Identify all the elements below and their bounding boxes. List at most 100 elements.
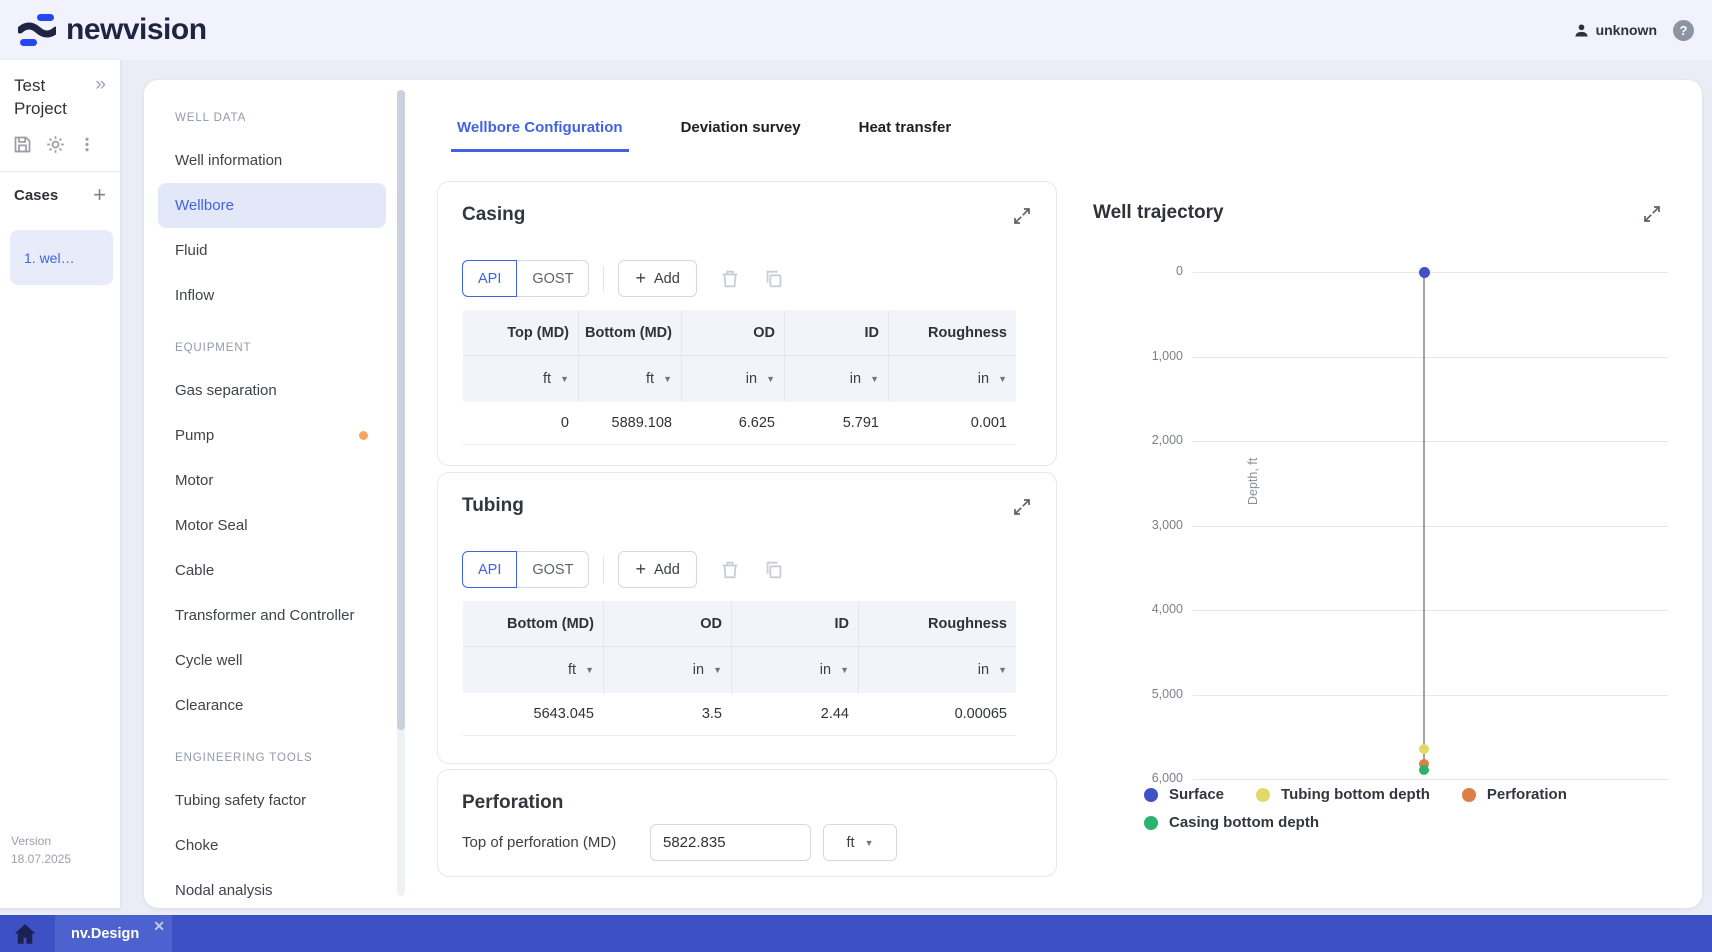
table-cell[interactable]: 2.44 [820, 706, 849, 722]
sidebar-item-inflow[interactable]: Inflow [144, 273, 396, 318]
y-tick-label: 5,000 [1151, 686, 1183, 701]
unit-select-top-md[interactable]: ft ▼ [543, 371, 569, 387]
unit-cell: ft ▼ [463, 647, 603, 693]
unit-select-bottom-md[interactable]: ft ▼ [646, 371, 672, 387]
table-cell[interactable]: 0.001 [970, 415, 1007, 431]
unit-select-id[interactable]: in ▼ [849, 371, 879, 387]
expand-panel-icon[interactable]: » [95, 74, 106, 95]
table-cell[interactable]: 0 [560, 415, 569, 431]
legend-label: Tubing bottom depth [1281, 786, 1430, 803]
home-icon[interactable] [12, 921, 38, 947]
sidebar-item-wellbore[interactable]: Wellbore [158, 183, 386, 228]
unit-select-roughness[interactable]: in ▼ [977, 662, 1007, 678]
legend-item-casing-bottom-depth[interactable]: Casing bottom depth [1144, 814, 1319, 831]
column-header-id: ID [731, 601, 858, 647]
section-label-well-data: WELL DATA [175, 112, 247, 124]
perforation-unit-select[interactable]: ft ▼ [823, 824, 897, 861]
legend-label: Casing bottom depth [1169, 814, 1319, 831]
tubing-standard-api[interactable]: API [462, 551, 518, 588]
casing-add-button[interactable]: + Add [618, 260, 697, 297]
sidebar-item-gas-separation[interactable]: Gas separation [144, 368, 396, 413]
tab-heat-transfer[interactable]: Heat transfer [858, 119, 952, 136]
chevron-down-icon: ▼ [840, 665, 849, 675]
sidebar-item-cable[interactable]: Cable [144, 548, 396, 593]
tubing-delete-icon[interactable] [719, 559, 741, 581]
kebab-menu-icon[interactable] [78, 134, 96, 155]
casing-standard-gost[interactable]: GOST [516, 260, 590, 297]
tubing-card: Tubing API GOST + Add Bottom (MD) OD ID Rou… [437, 472, 1057, 764]
tab-wellbore-configuration[interactable]: Wellbore Configuration [451, 106, 629, 152]
column-header-od: OD [603, 601, 731, 647]
perforation-depth-input[interactable] [650, 824, 811, 861]
unit-select-id[interactable]: in ▼ [819, 662, 849, 678]
table-cell[interactable]: 3.5 [701, 706, 722, 722]
app-tab-nv-design[interactable]: nv.Design ✕ [55, 915, 172, 952]
add-case-icon[interactable]: + [93, 182, 106, 207]
tubing-expand-icon[interactable] [1012, 497, 1032, 517]
sidebar-item-well-information[interactable]: Well information [144, 138, 396, 183]
table-row[interactable]: 5643.045 3.5 2.44 0.00065 [463, 693, 1016, 736]
data-point-perforation[interactable] [1419, 759, 1429, 770]
legend-dot [1144, 787, 1158, 802]
sidebar-item-cycle-well[interactable]: Cycle well [144, 638, 396, 683]
sidebar-item-transformer-and-controller[interactable]: Transformer and Controller [144, 593, 396, 638]
sidebar-item-label: Clearance [175, 697, 244, 714]
sidebar-item-label: Motor Seal [175, 517, 248, 534]
user-menu[interactable]: unknown [1573, 22, 1657, 39]
unit-select-roughness[interactable]: in ▼ [977, 371, 1007, 387]
version-value: 18.07.2025 [11, 852, 72, 866]
tab-deviation-survey[interactable]: Deviation survey [680, 119, 801, 136]
legend-item-tubing-bottom-depth[interactable]: Tubing bottom depth [1256, 786, 1430, 803]
cases-label: Cases [14, 186, 59, 204]
sidebar-item-label: Cycle well [175, 652, 243, 669]
help-icon[interactable]: ? [1673, 19, 1694, 41]
sidebar-item-clearance[interactable]: Clearance [144, 683, 396, 728]
sidebar-item-pump[interactable]: Pump [144, 413, 396, 458]
sidebar-scrollbar[interactable] [397, 90, 405, 896]
save-icon[interactable] [12, 134, 33, 155]
data-point-casing-bottom-depth[interactable] [1419, 764, 1429, 775]
data-point-tubing-bottom-depth[interactable] [1419, 743, 1429, 754]
sidebar-item-motor-seal[interactable]: Motor Seal [144, 503, 396, 548]
close-icon[interactable]: ✕ [153, 918, 165, 934]
sidebar-item-label: Wellbore [175, 197, 234, 214]
table-row[interactable]: 0 5889.108 6.625 5.791 0.001 [463, 402, 1016, 445]
table-cell[interactable]: 5.791 [842, 415, 879, 431]
sidebar-item-label: Cable [175, 562, 215, 579]
sidebar-scrollbar-thumb[interactable] [397, 90, 405, 730]
legend-item-perforation[interactable]: Perforation [1461, 786, 1567, 803]
sidebar-item-motor[interactable]: Motor [144, 458, 396, 503]
unit-select-od[interactable]: in ▼ [692, 662, 722, 678]
perforation-title: Perforation [462, 792, 564, 813]
y-tick-label: 1,000 [1151, 348, 1183, 363]
table-cell[interactable]: 5889.108 [611, 415, 672, 431]
table-cell[interactable]: 6.625 [738, 415, 775, 431]
settings-gear-icon[interactable] [45, 134, 66, 155]
casing-standard-api[interactable]: API [462, 260, 518, 297]
case-item[interactable]: 1. wel… [10, 230, 113, 285]
bottom-taskbar: nv.Design ✕ [0, 915, 1712, 952]
chart-expand-icon[interactable] [1642, 204, 1662, 224]
section-label-equipment: EQUIPMENT [175, 342, 252, 354]
unit-select-bottom-md[interactable]: ft ▼ [568, 662, 594, 678]
tubing-standard-gost[interactable]: GOST [516, 551, 590, 588]
gridline [1193, 441, 1668, 442]
sidebar-item-choke[interactable]: Choke [144, 823, 396, 868]
sidebar-item-tubing-safety-factor[interactable]: Tubing safety factor [144, 778, 396, 823]
table-cell[interactable]: 5643.045 [533, 706, 594, 722]
casing-delete-icon[interactable] [719, 268, 741, 290]
casing-copy-icon[interactable] [763, 268, 785, 290]
sidebar-item-fluid[interactable]: Fluid [144, 228, 396, 273]
unit-cell: ft ▼ [463, 356, 578, 402]
casing-expand-icon[interactable] [1012, 206, 1032, 226]
unit-cell: in ▼ [858, 647, 1016, 693]
unit-select-od[interactable]: in ▼ [745, 371, 775, 387]
perforation-field-label: Top of perforation (MD) [462, 834, 617, 851]
version-info: Version 18.07.2025 [11, 832, 71, 868]
sidebar-item-nodal-analysis[interactable]: Nodal analysis [144, 868, 396, 908]
data-point-surface[interactable] [1418, 266, 1430, 278]
table-cell[interactable]: 0.00065 [954, 706, 1007, 722]
legend-item-surface[interactable]: Surface [1144, 786, 1224, 803]
tubing-copy-icon[interactable] [763, 559, 785, 581]
tubing-add-button[interactable]: + Add [618, 551, 697, 588]
